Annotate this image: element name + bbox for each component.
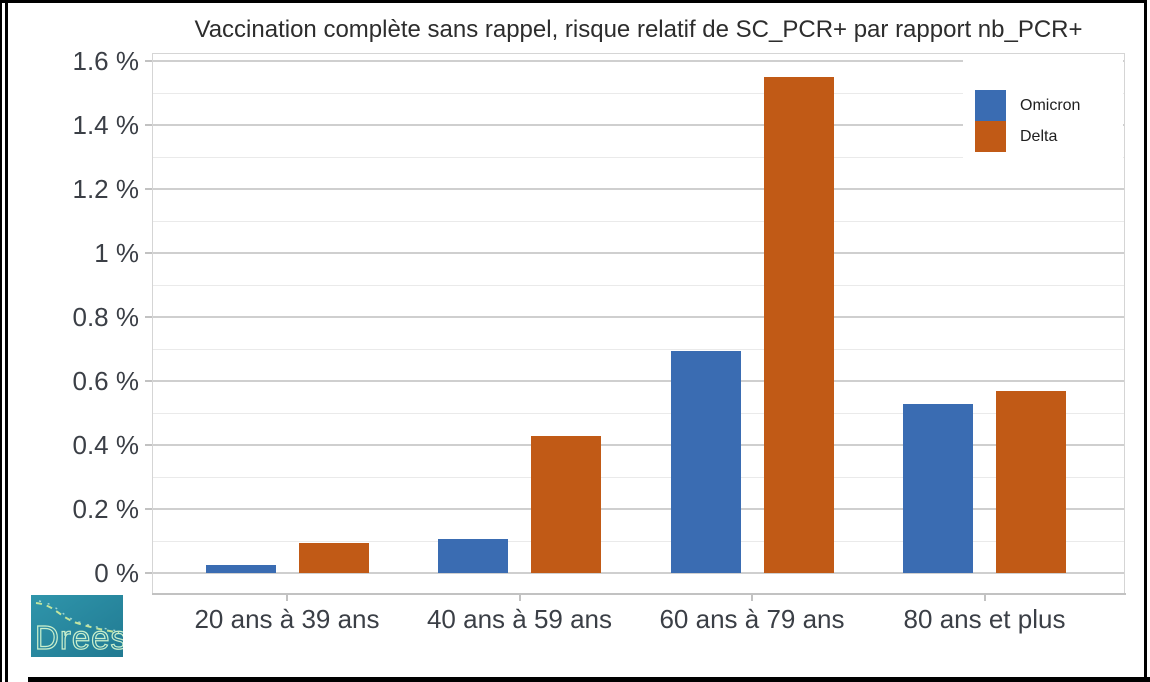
gridline-minor bbox=[153, 540, 1124, 542]
bar-omicron bbox=[438, 539, 508, 573]
bar-omicron bbox=[903, 403, 973, 573]
y-tick-label: 0.4 % bbox=[72, 430, 140, 461]
y-tick bbox=[145, 508, 152, 511]
x-tick bbox=[983, 595, 986, 601]
gridline-major bbox=[153, 444, 1124, 447]
gridline-minor bbox=[153, 220, 1124, 222]
legend-item-delta: Delta bbox=[975, 121, 1123, 152]
logo-background bbox=[31, 595, 123, 657]
y-tick bbox=[145, 252, 152, 255]
legend: Omicron Delta bbox=[963, 58, 1123, 162]
y-tick-label: 0.8 % bbox=[72, 302, 140, 333]
y-tick-label: 1.2 % bbox=[72, 174, 140, 205]
gridline-major bbox=[153, 252, 1124, 255]
gridline-major bbox=[153, 188, 1124, 191]
y-tick bbox=[145, 572, 152, 574]
bar-delta bbox=[763, 77, 834, 573]
gridline-minor bbox=[153, 156, 1124, 158]
x-tick bbox=[751, 595, 753, 601]
bar-delta bbox=[298, 542, 369, 573]
logo-wave-icon bbox=[35, 602, 120, 634]
y-tick bbox=[145, 444, 152, 447]
gridline-major bbox=[153, 508, 1124, 511]
y-tick bbox=[145, 188, 152, 191]
legend-label-omicron: Omicron bbox=[1020, 96, 1081, 114]
gridline-major bbox=[153, 572, 1124, 574]
drees-logo: Drees bbox=[31, 595, 123, 657]
chart-title: Vaccination complète sans rappel, risque… bbox=[194, 16, 1083, 43]
bar-omicron bbox=[670, 350, 741, 573]
y-tick-label: 1 % bbox=[94, 238, 139, 269]
gridline-major bbox=[153, 60, 1124, 63]
x-axis-line bbox=[152, 593, 1126, 595]
y-tick bbox=[145, 316, 152, 319]
x-tick-label: 40 ans à 59 ans bbox=[426, 604, 613, 634]
legend-swatch-omicron bbox=[975, 90, 1006, 121]
gridline-minor bbox=[153, 284, 1124, 286]
bar-omicron bbox=[205, 565, 276, 573]
legend-swatch-delta bbox=[975, 121, 1006, 152]
y-tick-label: 0.2 % bbox=[72, 494, 140, 525]
y-tick-label: 0.6 % bbox=[72, 366, 140, 397]
gridline-major bbox=[153, 380, 1124, 383]
y-tick bbox=[145, 124, 152, 127]
x-tick bbox=[286, 595, 288, 601]
x-tick-label: 80 ans et plus bbox=[903, 604, 1066, 634]
x-tick-label: 60 ans à 79 ans bbox=[659, 604, 845, 634]
page-bottom-rule bbox=[28, 677, 1150, 682]
page-border bbox=[5, 0, 1147, 682]
logo-text: Drees bbox=[35, 619, 123, 656]
y-tick-label: 1.4 % bbox=[72, 110, 140, 141]
bar-delta bbox=[531, 435, 601, 573]
y-tick-label: 1.6 % bbox=[72, 46, 140, 77]
legend-item-omicron: Omicron bbox=[975, 90, 1123, 121]
gridline-minor bbox=[153, 92, 1124, 94]
legend-label-delta: Delta bbox=[1020, 127, 1058, 145]
y-tick-label: 0 % bbox=[94, 558, 139, 588]
bar-delta bbox=[996, 390, 1066, 573]
y-tick bbox=[145, 380, 152, 383]
gridline-minor bbox=[153, 412, 1124, 414]
page-left-edge bbox=[0, 0, 2, 682]
gridline-minor bbox=[153, 476, 1124, 478]
gridline-major bbox=[153, 124, 1124, 127]
gridline-major bbox=[153, 316, 1124, 319]
x-tick bbox=[518, 595, 521, 601]
x-tick-label: 20 ans à 39 ans bbox=[194, 604, 380, 634]
logo-wave2-icon bbox=[38, 600, 118, 632]
gridline-minor bbox=[153, 348, 1124, 350]
y-tick bbox=[145, 60, 152, 63]
